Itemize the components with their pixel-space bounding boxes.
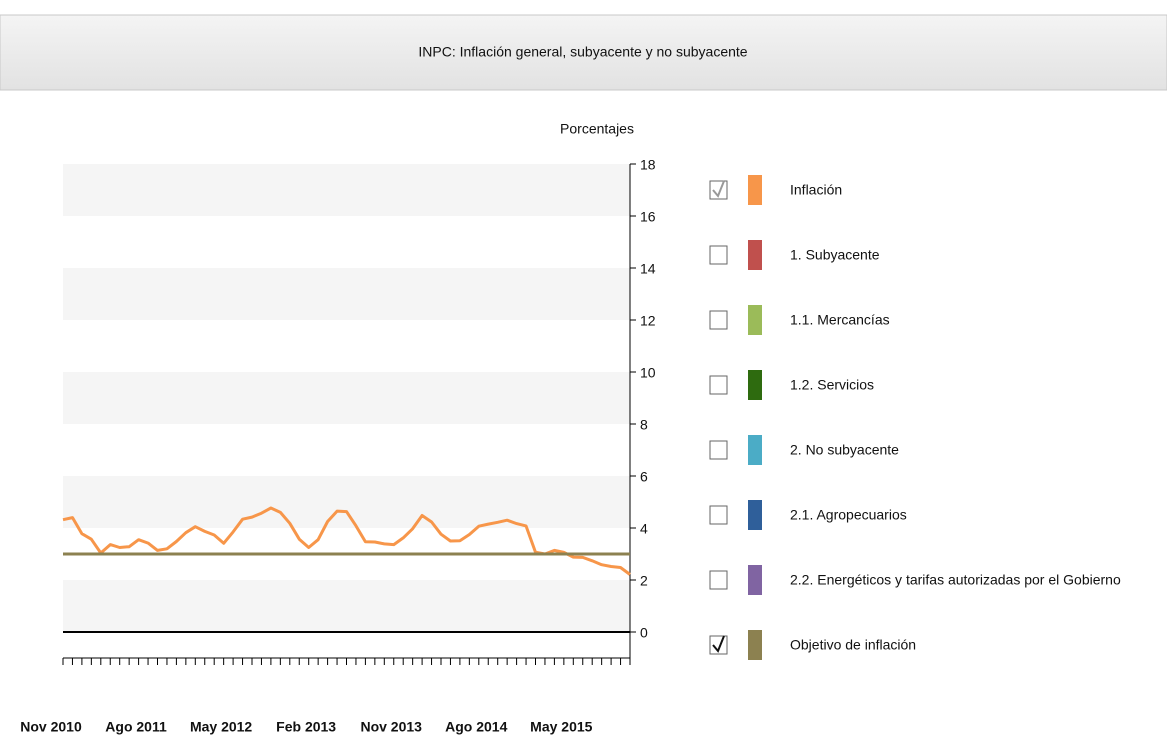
y-tick-label: 6 — [640, 469, 648, 485]
legend-label: 2. No subyacente — [790, 442, 899, 458]
legend-swatch — [748, 435, 762, 465]
x-tick-label: Nov 2010 — [20, 719, 82, 735]
grid-band — [63, 164, 630, 216]
x-tick-label: Nov 2013 — [360, 719, 422, 735]
x-tick-label: May 2012 — [190, 719, 252, 735]
series-line — [62, 506, 631, 576]
grid-band — [63, 580, 630, 632]
legend-checkbox[interactable] — [709, 245, 728, 265]
x-tick-label: Feb 2013 — [276, 719, 336, 735]
legend-swatch — [748, 500, 762, 530]
legend-swatch — [748, 370, 762, 400]
y-tick-label: 16 — [640, 209, 656, 225]
x-tick-label: Ago 2011 — [105, 719, 167, 735]
legend-label: 1.1. Mercancías — [790, 312, 890, 328]
legend-swatch — [748, 175, 762, 205]
legend-swatch — [748, 565, 762, 595]
grid-band — [63, 268, 630, 320]
legend-swatch — [748, 630, 762, 660]
y-tick-label: 18 — [640, 157, 656, 173]
legend-check — [712, 635, 725, 653]
y-tick-label: 4 — [640, 521, 648, 537]
chart-title: INPC: Inflación general, subyacente y no… — [418, 44, 747, 60]
y-tick-label: 14 — [640, 261, 656, 277]
x-tick-label: Ago 2014 — [445, 719, 507, 735]
legend-checkbox[interactable] — [709, 440, 728, 460]
legend-label: 2.2. Energéticos y tarifas autorizadas p… — [790, 572, 1121, 588]
y-tick-label: 8 — [640, 417, 648, 433]
y-tick-label: 2 — [640, 573, 648, 589]
grid-band — [63, 476, 630, 528]
x-tick-label: May 2015 — [530, 719, 592, 735]
legend-swatch — [748, 240, 762, 270]
legend-label: 2.1. Agropecuarios — [790, 507, 907, 523]
y-tick-label: 0 — [640, 625, 648, 641]
y-axis-label: Porcentajes — [560, 121, 634, 137]
legend-checkbox[interactable] — [709, 375, 728, 395]
legend-label: Objetivo de inflación — [790, 637, 916, 653]
legend-checkbox[interactable] — [709, 310, 728, 330]
legend-label: Inflación — [790, 182, 842, 198]
legend-label: 1.2. Servicios — [790, 377, 874, 393]
legend-checkbox[interactable] — [709, 570, 728, 590]
grid-band — [63, 372, 630, 424]
legend-swatch — [748, 305, 762, 335]
y-tick-label: 12 — [640, 313, 656, 329]
y-tick-label: 10 — [640, 365, 656, 381]
legend-label: 1. Subyacente — [790, 247, 880, 263]
legend-checkbox[interactable] — [709, 505, 728, 525]
legend-check — [712, 180, 725, 198]
header-bar — [0, 14, 1167, 91]
